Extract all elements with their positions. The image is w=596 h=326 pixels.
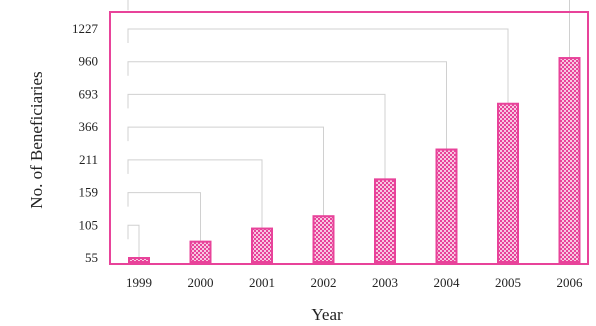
bar <box>435 148 458 264</box>
bar <box>558 57 581 263</box>
bar-guide-line <box>127 159 263 229</box>
x-tick-label: 2000 <box>188 275 214 290</box>
bar <box>497 102 519 263</box>
x-tick-label: 2004 <box>434 275 461 290</box>
y-axis-title: No. of Beneficiaries <box>27 71 46 208</box>
x-tick-label: 2006 <box>557 275 584 290</box>
y-tick-label: 55 <box>85 250 98 265</box>
bar-guide-line <box>127 126 324 217</box>
bar-guide-line <box>127 61 447 150</box>
bars <box>128 57 581 264</box>
plot-frame <box>109 11 589 265</box>
bar <box>251 227 273 263</box>
bar-guide-lines <box>127 0 570 258</box>
x-tick-label: 2005 <box>495 275 521 290</box>
bar-guide-line <box>127 0 570 59</box>
x-tick-label: 2003 <box>372 275 398 290</box>
y-tick-label: 105 <box>79 217 99 232</box>
bar <box>312 215 335 263</box>
y-tick-label: 1227 <box>72 21 99 36</box>
y-tick-labels: 55 105 159 211 366 693 960 1227 <box>72 21 99 265</box>
y-tick-label: 366 <box>79 119 99 134</box>
bar <box>374 178 396 263</box>
bar-guide-line <box>127 93 386 180</box>
x-tick-labels: 1999 2000 2001 2002 2003 2004 2005 2006 <box>126 275 583 290</box>
bar-guide-line <box>127 224 140 258</box>
bar-guide-line <box>127 192 201 242</box>
y-tick-label: 159 <box>79 185 99 200</box>
x-tick-label: 1999 <box>126 275 152 290</box>
y-tick-label: 693 <box>79 86 99 101</box>
x-tick-label: 2001 <box>249 275 275 290</box>
y-tick-label: 211 <box>79 152 98 167</box>
bar <box>128 257 150 263</box>
bar-guide-line <box>127 28 509 104</box>
x-axis-title: Year <box>311 305 343 324</box>
y-tick-label: 960 <box>79 54 99 69</box>
bar <box>189 240 212 263</box>
x-tick-label: 2002 <box>311 275 337 290</box>
